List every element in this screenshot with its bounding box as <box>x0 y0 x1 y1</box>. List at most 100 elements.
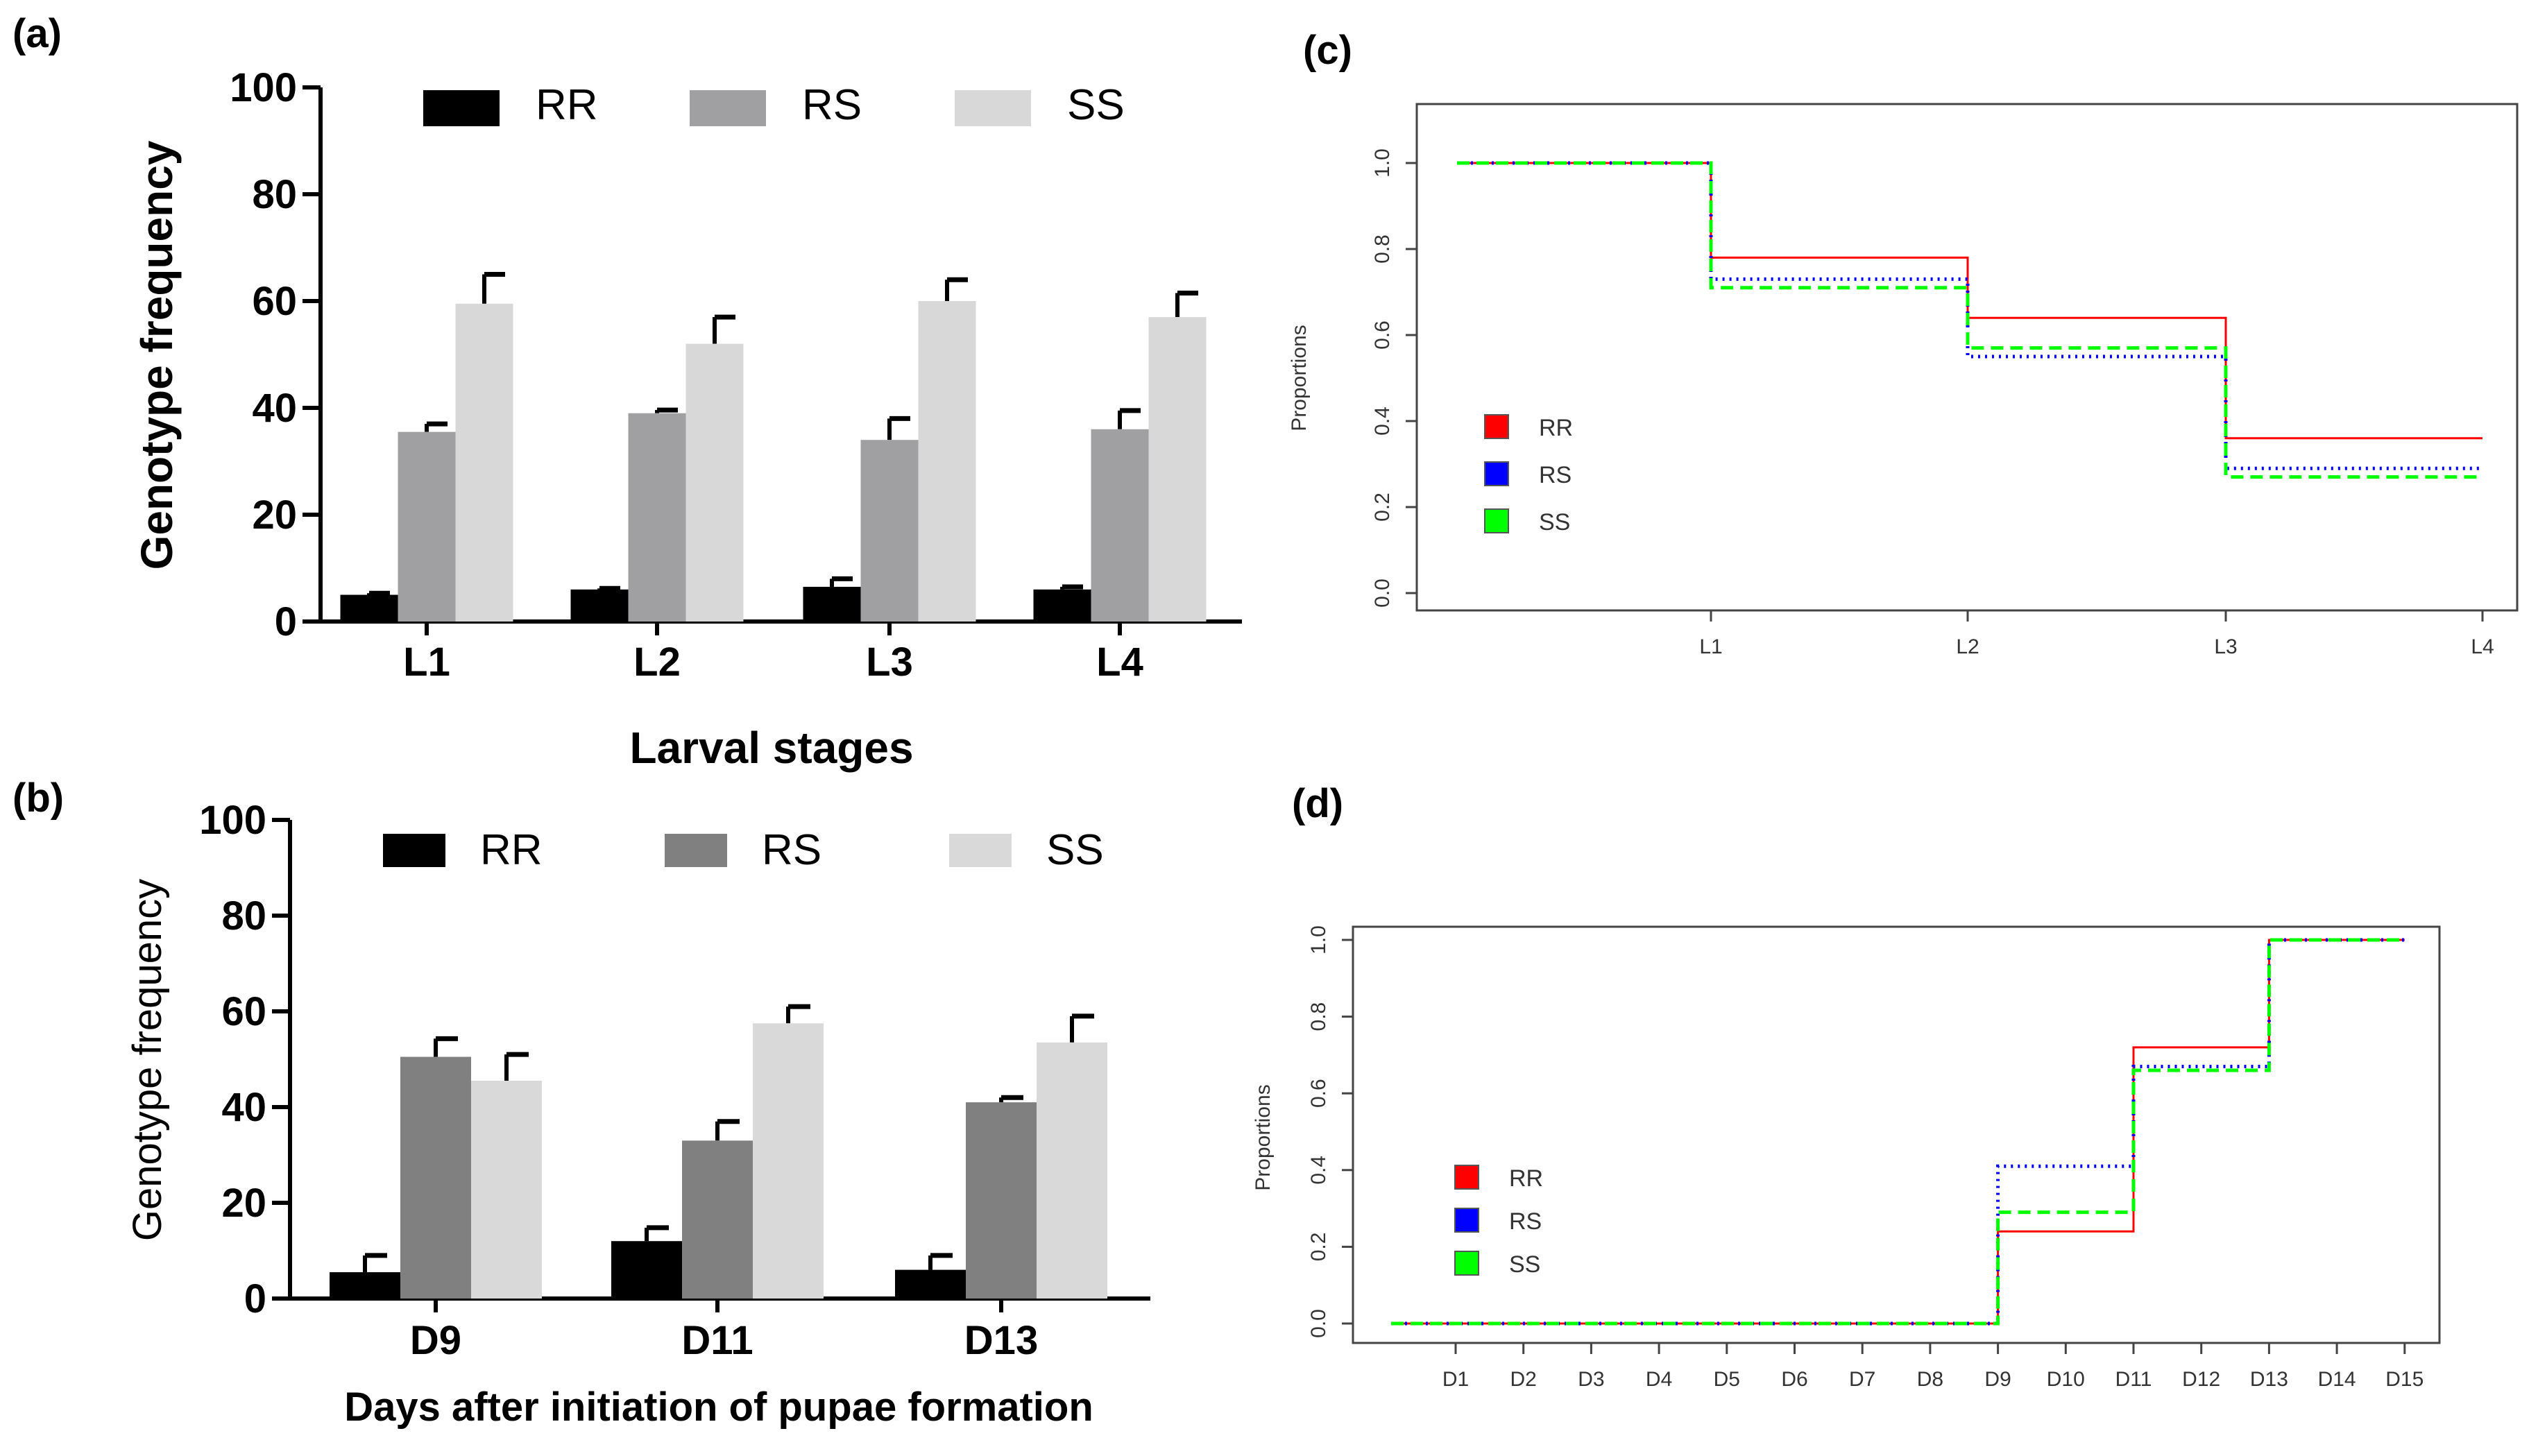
legend-swatch-RS <box>665 834 727 867</box>
y-tick-label: 0.0 <box>1307 1309 1330 1338</box>
legend-label-RS: RS <box>802 81 862 129</box>
x-tick-label: L3 <box>2214 635 2237 658</box>
y-tick-label: 0.2 <box>1371 493 1394 522</box>
y-tick-label: 0.4 <box>1371 406 1394 436</box>
y-tick-label: 0.8 <box>1371 234 1394 264</box>
bar-RS-L4 <box>1091 429 1149 622</box>
legend-label-RR: RR <box>1509 1165 1543 1192</box>
bar-SS-D11 <box>753 1023 824 1299</box>
y-tick-label: 20 <box>252 493 297 538</box>
legend-swatch-SS <box>1484 508 1509 533</box>
chart-b: 0 20 40 60 80 100 D9 D11 D13 RR RS SS Days after ini… <box>125 798 1150 1430</box>
x-axis-label: Larval stages <box>629 723 913 773</box>
y-tick-label: 100 <box>199 798 266 843</box>
y-axis-label: Genotype frequency <box>125 879 170 1241</box>
x-tick-label: D11 <box>681 1318 753 1363</box>
x-tick-label: D2 <box>1510 1368 1537 1391</box>
x-tick-label: D10 <box>2047 1368 2085 1391</box>
legend-swatch-RR <box>1454 1165 1479 1190</box>
x-axis-label: Days after initiation of pupae formation <box>344 1385 1093 1430</box>
legend-label-RR: RR <box>480 826 543 874</box>
bar-RR-D9 <box>330 1272 400 1299</box>
x-tick-label: D8 <box>1917 1368 1943 1391</box>
x-tick-label: L3 <box>866 640 913 685</box>
y-axis-label: Proportions <box>1288 325 1311 431</box>
bar-RS-L2 <box>628 413 686 622</box>
y-tick-label: 0.6 <box>1371 320 1394 350</box>
bar-RS-D13 <box>966 1102 1037 1299</box>
legend-swatch-SS <box>955 90 1031 126</box>
x-tick-label: D7 <box>1849 1368 1875 1391</box>
y-axis-label: Proportions <box>1252 1084 1275 1190</box>
legend-label-RS: RS <box>1539 462 1572 488</box>
legend-swatch-RS <box>1454 1208 1479 1233</box>
x-tick-label: D5 <box>1714 1368 1740 1391</box>
y-tick-label: 0.0 <box>1371 579 1394 608</box>
step-line-SS <box>1457 161 2482 479</box>
bar-SS-L3 <box>918 301 976 622</box>
y-tick-label: 0 <box>244 1276 266 1321</box>
x-tick-label: L4 <box>2471 635 2494 658</box>
legend-label-SS: SS <box>1067 81 1125 129</box>
x-tick-label: D12 <box>2182 1368 2220 1391</box>
legend-swatch-RS <box>1484 461 1509 486</box>
bar-RR-L3 <box>803 586 861 622</box>
step-line-RR <box>1457 162 2482 440</box>
bar-RR-L4 <box>1033 589 1091 622</box>
y-tick-label: 40 <box>221 1085 266 1130</box>
legend-swatch-SS <box>1454 1251 1479 1276</box>
x-tick-label: L4 <box>1096 640 1143 685</box>
panel-label-b: (b) <box>12 776 64 821</box>
x-tick-label: D9 <box>410 1318 461 1363</box>
y-tick-label: 0 <box>275 599 297 644</box>
x-tick-label: D9 <box>1984 1368 2011 1391</box>
panel-label-c: (c) <box>1303 28 1352 73</box>
y-tick-label: 0.4 <box>1307 1156 1330 1185</box>
bar-RS-L1 <box>398 431 456 622</box>
y-tick-label: 0.6 <box>1307 1079 1330 1108</box>
x-tick-label: D11 <box>2115 1368 2152 1391</box>
y-tick-label: 20 <box>221 1181 266 1226</box>
y-axis-label: Genotype frequency <box>132 140 182 569</box>
x-tick-label: D6 <box>1781 1368 1807 1391</box>
bar-SS-D13 <box>1037 1042 1107 1299</box>
y-tick-label: 60 <box>252 279 297 324</box>
y-tick-label: 80 <box>252 172 297 217</box>
y-tick-label: 0.2 <box>1307 1233 1330 1262</box>
chart-c: 0.0 0.2 0.4 0.6 0.8 1.0 L1 L2 L3 L4 RR RS SS Proporti… <box>1288 103 2519 658</box>
bar-RR-L2 <box>570 589 629 622</box>
panel-label-a: (a) <box>12 11 62 56</box>
y-tick-label: 0.8 <box>1307 1002 1330 1031</box>
x-tick-label: L1 <box>1699 635 1722 658</box>
y-tick-label: 40 <box>252 386 297 431</box>
bar-RS-L3 <box>860 440 919 622</box>
legend-swatch-RR <box>1484 414 1509 439</box>
legend-label-RR: RR <box>536 81 598 129</box>
x-tick-label: D15 <box>2385 1368 2424 1391</box>
y-tick-label: 100 <box>230 65 297 110</box>
bar-RR-D13 <box>895 1269 966 1299</box>
x-tick-label: D13 <box>2250 1368 2288 1391</box>
x-tick-label: D3 <box>1578 1368 1604 1391</box>
y-tick-label: 1.0 <box>1371 148 1394 178</box>
chart-d: 0.0 0.2 0.4 0.6 0.8 1.0 D1 D2 D3 D4 D5 D6 D7 D8 D9 D10 D… <box>1252 925 2441 1391</box>
bar-SS-L4 <box>1148 317 1207 622</box>
bar-SS-L1 <box>455 303 513 622</box>
x-tick-label: D13 <box>964 1318 1038 1363</box>
plot-box <box>1352 925 2441 1344</box>
x-tick-label: D14 <box>2318 1368 2356 1391</box>
chart-a: 0 20 40 60 80 100 L1 L2 L3 L4 RR RS SS Larval stages G… <box>132 65 1242 773</box>
legend-swatch-RR <box>423 90 500 126</box>
legend-swatch-SS <box>949 834 1012 867</box>
y-tick-label: 1.0 <box>1307 925 1330 954</box>
bar-SS-L2 <box>685 343 744 622</box>
x-tick-label: L2 <box>633 640 681 685</box>
bar-RR-L1 <box>340 594 398 622</box>
legend-label-RS: RS <box>762 826 821 874</box>
x-tick-label: L2 <box>1956 635 1979 658</box>
legend-swatch-RS <box>690 90 766 126</box>
legend-label-RS: RS <box>1509 1208 1542 1235</box>
y-tick-label: 60 <box>221 989 266 1034</box>
